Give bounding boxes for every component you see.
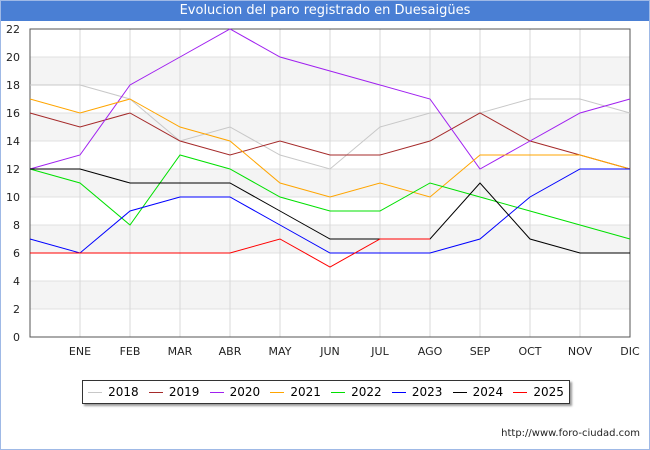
legend-label: 2022 <box>351 385 382 399</box>
x-tick-label: MAY <box>269 345 292 358</box>
legend-label: 2021 <box>290 385 321 399</box>
legend-swatch <box>270 391 285 393</box>
y-tick-label: 0 <box>13 331 20 344</box>
x-tick-label: MAR <box>168 345 193 358</box>
series-line-2020 <box>29 28 631 170</box>
x-tick-label: DIC <box>620 345 640 358</box>
y-tick-label: 22 <box>6 23 20 36</box>
legend-swatch <box>88 391 103 393</box>
y-tick-label: 8 <box>13 219 20 232</box>
x-tick-label: JUL <box>370 345 389 358</box>
series-line-2021 <box>29 98 631 198</box>
legend-item-2020: 2020 <box>209 385 261 399</box>
source-credit: http://www.foro-ciudad.com <box>501 428 640 439</box>
x-tick-label: FEB <box>120 345 141 358</box>
legend-label: 2023 <box>411 385 443 399</box>
series-line-2023 <box>29 168 630 254</box>
series-line-2024 <box>30 168 630 254</box>
legend-label: 2019 <box>168 385 200 399</box>
legend-label: 2018 <box>108 385 139 399</box>
series-line-2025 <box>30 238 430 268</box>
legend-swatch <box>452 391 467 393</box>
legend-item-2019: 2019 <box>148 385 200 399</box>
chart-legend: 2018 2019 2020 2021 2022 2023 2024 2025 <box>82 380 570 404</box>
y-tick-label: 16 <box>6 107 20 120</box>
chart-title: Evolucion del paro registrado en Duesaig… <box>0 0 650 21</box>
y-tick-label: 6 <box>13 247 20 260</box>
x-tick-label: AGO <box>418 345 443 358</box>
x-tick-label: ENE <box>69 345 91 358</box>
legend-label: 2024 <box>472 385 504 399</box>
legend-item-2018: 2018 <box>88 385 139 399</box>
x-tick-label: ABR <box>219 345 242 358</box>
y-tick-label: 10 <box>6 191 20 204</box>
plot-area <box>29 28 631 338</box>
y-tick-label: 2 <box>13 303 20 316</box>
legend-swatch <box>331 391 346 393</box>
legend-item-2021: 2021 <box>270 385 321 399</box>
legend-swatch <box>209 391 224 393</box>
legend-item-2024: 2024 <box>452 385 504 399</box>
series-line-2022 <box>29 154 631 240</box>
y-tick-label: 12 <box>6 163 20 176</box>
legend-item-2023: 2023 <box>391 385 443 399</box>
legend-swatch <box>148 391 163 393</box>
y-tick-label: 14 <box>6 135 20 148</box>
legend-label: 2025 <box>533 385 564 399</box>
y-tick-label: 4 <box>13 275 20 288</box>
legend-label: 2020 <box>229 385 261 399</box>
legend-item-2022: 2022 <box>331 385 382 399</box>
legend-swatch <box>513 391 528 393</box>
legend-swatch <box>391 391 406 393</box>
x-tick-label: SEP <box>470 345 491 358</box>
y-tick-label: 18 <box>6 79 20 92</box>
x-tick-label: JUN <box>319 345 340 358</box>
legend-item-2025: 2025 <box>513 385 564 399</box>
x-tick-label: OCT <box>518 345 541 358</box>
x-tick-label: NOV <box>568 345 593 358</box>
y-tick-label: 20 <box>6 51 20 64</box>
